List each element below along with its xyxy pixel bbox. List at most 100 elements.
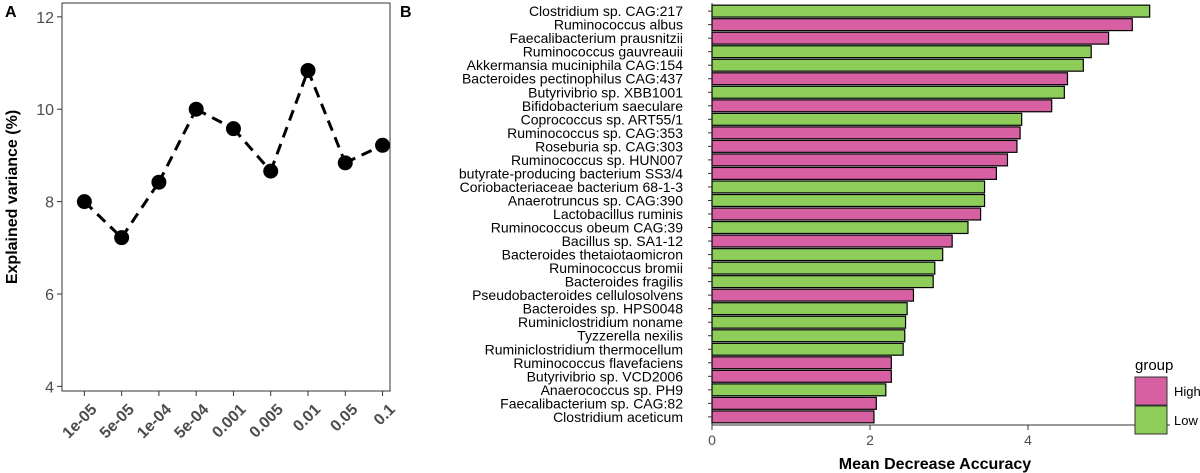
b-bar-15 xyxy=(711,207,982,221)
b-category-label-23: Ruminiclostridium noname xyxy=(518,314,683,330)
a-point-1e-05 xyxy=(76,194,92,210)
b-category-label-29: Faecalibacterium sp. CAG:82 xyxy=(500,395,683,411)
b-category-label-18: Bacteroides thetaiotaomicron xyxy=(502,247,683,263)
b-category-label-20: Bacteroides fragilis xyxy=(565,274,683,290)
b-bar-12 xyxy=(711,166,997,180)
b-bar-27 xyxy=(711,369,892,383)
b-category-label-4: Akkermansia muciniphila CAG:154 xyxy=(467,57,684,73)
b-category-label-15: Lactobacillus ruminis xyxy=(553,206,683,222)
a-x-tick-label-3: 5e-04 xyxy=(171,401,212,442)
a-x-tick-label-1: 5e-05 xyxy=(97,401,138,442)
a-line-segment-1 xyxy=(120,181,161,239)
b-category-label-8: Coprococcus sp. ART55/1 xyxy=(521,111,684,127)
b-bar-18 xyxy=(711,248,944,262)
b-bar-30 xyxy=(711,410,875,424)
b-category-label-12: butyrate-producing bacterium SS3/4 xyxy=(459,165,683,181)
a-y-tick-label-4: 12 xyxy=(36,10,54,27)
a-y-tick-label-2: 8 xyxy=(45,195,54,212)
a-x-tick-label-7: 0.05 xyxy=(327,401,361,435)
b-category-label-1: Ruminococcus albus xyxy=(554,17,683,33)
panel-a-y-ticks: 4 6 8 10 12 xyxy=(36,10,62,396)
a-x-tick-label-5: 0.005 xyxy=(247,401,287,441)
b-bar-24 xyxy=(711,329,906,343)
b-bar-28 xyxy=(711,383,887,397)
b-category-label-24: Tyzzerella nexilis xyxy=(577,328,683,344)
a-point-0.1 xyxy=(375,137,391,153)
b-bar-10 xyxy=(711,139,1018,153)
b-x-tick-label-2: 4 xyxy=(1024,432,1032,448)
b-bar-16 xyxy=(711,220,969,235)
a-x-tick-label-4: 0.001 xyxy=(209,401,249,441)
b-category-label-21: Pseudobacteroides cellulosolvens xyxy=(472,287,683,303)
b-category-label-7: Bifidobacterium saeculare xyxy=(522,98,683,114)
b-bar-22 xyxy=(711,302,908,316)
b-x-tick-label-0: 0 xyxy=(708,432,716,448)
a-y-tick-label-1: 6 xyxy=(45,287,54,304)
b-bar-17 xyxy=(711,234,953,248)
a-point-5e-05 xyxy=(114,230,130,246)
a-point-0.05 xyxy=(337,155,353,171)
b-bar-11 xyxy=(711,153,1009,167)
b-category-label-2: Faecalibacterium prausnitzii xyxy=(509,30,683,46)
legend-label-low: Low xyxy=(1174,413,1198,428)
b-bar-13 xyxy=(711,180,986,194)
b-bar-0 xyxy=(711,4,1151,18)
a-x-tick-label-0: 1e-05 xyxy=(60,401,101,442)
b-category-label-3: Ruminococcus gauvreauii xyxy=(523,44,683,60)
b-category-label-22: Bacteroides sp. HPS0048 xyxy=(523,301,684,317)
b-category-label-6: Butyrivibrio sp. XBB1001 xyxy=(528,84,683,100)
panel-b-label: B xyxy=(400,4,412,21)
b-category-label-16: Ruminococcus obeum CAG:39 xyxy=(491,220,683,236)
b-category-label-26: Ruminococcus flavefaciens xyxy=(513,355,683,371)
legend-label-high: High xyxy=(1174,384,1200,399)
b-bar-23 xyxy=(711,315,907,329)
a-x-tick-label-6: 0.01 xyxy=(290,401,324,435)
panel-a-points xyxy=(76,62,391,246)
b-bar-6 xyxy=(711,85,1065,99)
b-bar-8 xyxy=(711,112,1023,126)
legend-swatch-high xyxy=(1134,376,1168,406)
b-category-label-19: Ruminococcus bromii xyxy=(549,260,683,276)
b-bar-2 xyxy=(711,31,1110,45)
b-x-tick-label-1: 2 xyxy=(866,432,874,448)
a-y-tick-label-0: 4 xyxy=(45,379,54,396)
a-line-segment-2 xyxy=(157,108,198,183)
a-x-tick-label-2: 1e-04 xyxy=(134,401,175,442)
b-bar-14 xyxy=(711,193,986,208)
b-category-label-11: Ruminococcus sp. HUN007 xyxy=(511,152,683,168)
b-category-label-14: Anaerotruncus sp. CAG:390 xyxy=(508,192,683,208)
legend-title: group xyxy=(1135,357,1173,374)
b-category-label-13: Coriobacteriaceae bacterium 68-1-3 xyxy=(460,179,684,195)
b-category-label-25: Ruminiclostridium thermocellum xyxy=(485,341,683,357)
a-point-0.001 xyxy=(225,121,241,137)
panel-a-label: A xyxy=(5,4,17,21)
b-bar-1 xyxy=(711,18,1133,32)
legend: group High Low xyxy=(1134,357,1200,435)
panel-b-x-axis-title: Mean Decrease Accuracy xyxy=(839,456,1032,473)
b-bar-25 xyxy=(711,342,904,356)
panel-a-frame xyxy=(61,2,391,392)
b-category-label-0: Clostridium sp. CAG:217 xyxy=(529,3,683,19)
b-category-label-17: Bacillus sp. SA1-12 xyxy=(562,233,684,249)
b-category-label-5: Bacteroides pectinophilus CAG:437 xyxy=(462,71,683,87)
b-bar-19 xyxy=(711,261,936,275)
b-category-label-30: Clostridium aceticum xyxy=(553,409,683,425)
panel-b-bars xyxy=(711,4,1151,424)
a-point-0.005 xyxy=(263,163,279,179)
b-bar-7 xyxy=(711,99,1053,113)
a-point-1e-04 xyxy=(151,174,167,190)
a-x-tick-label-8: 0.1 xyxy=(371,401,399,429)
b-bar-9 xyxy=(711,126,1021,140)
a-line-segment-0 xyxy=(83,200,123,239)
a-y-tick-label-3: 10 xyxy=(36,102,54,119)
a-point-0.01 xyxy=(300,62,316,78)
b-category-label-28: Anaerococcus sp. PH9 xyxy=(541,382,684,398)
b-bar-26 xyxy=(711,356,892,370)
b-bar-5 xyxy=(711,72,1069,86)
b-bar-3 xyxy=(711,45,1092,59)
panel-b-x-ticks: 0 2 4 xyxy=(708,425,1032,448)
